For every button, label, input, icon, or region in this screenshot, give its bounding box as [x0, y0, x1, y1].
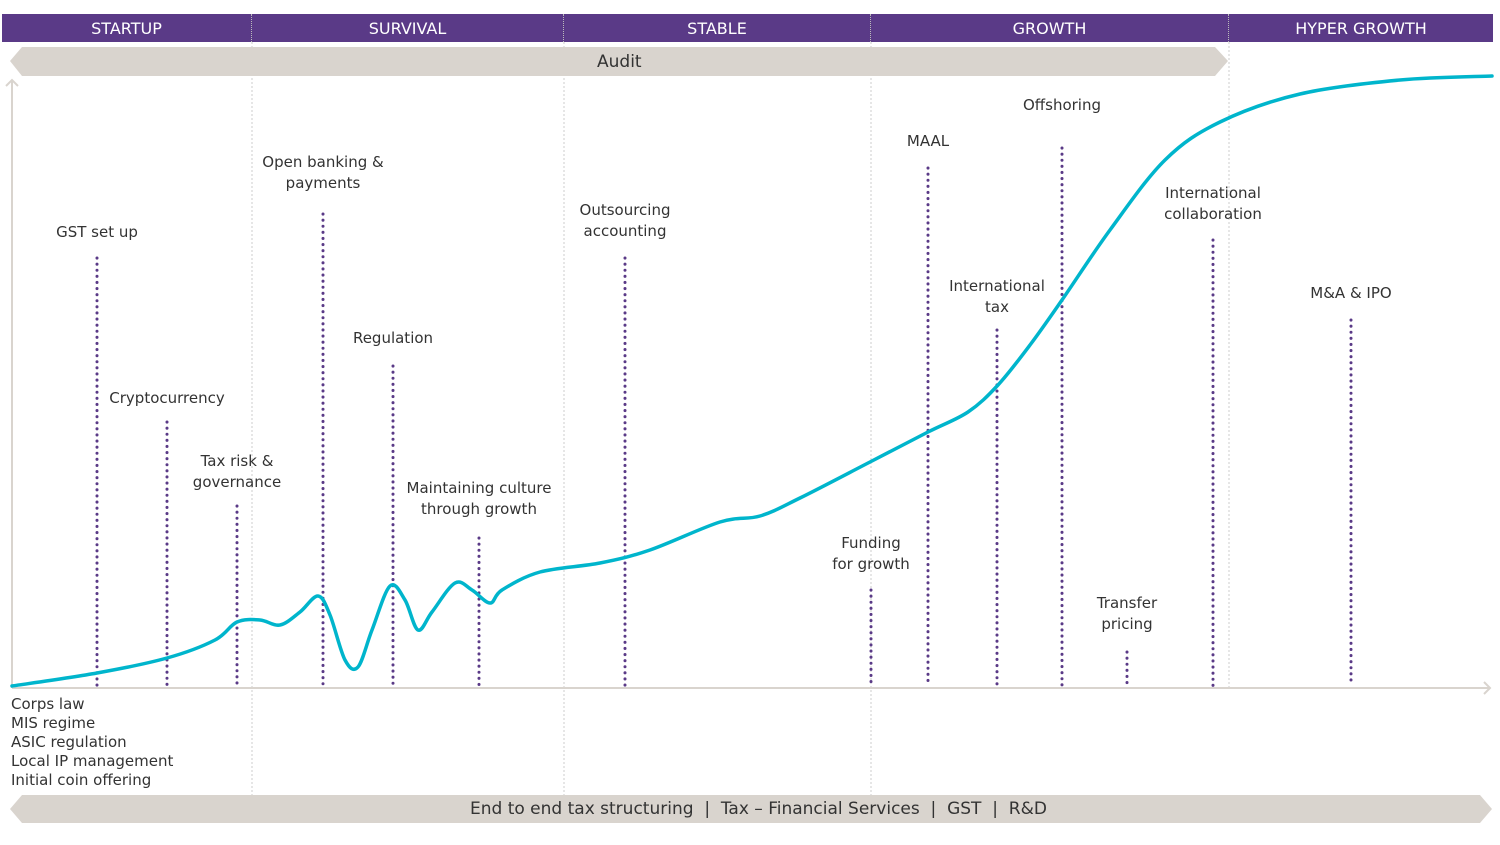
milestone-label: Open banking & payments — [262, 152, 383, 194]
phase-growth: GROWTH — [871, 14, 1229, 42]
milestone-label-line: Outsourcing — [579, 201, 671, 219]
milestone-label: M&A & IPO — [1310, 283, 1391, 304]
milestone-label: GST set up — [56, 222, 138, 243]
phase-survival: SURVIVAL — [252, 14, 564, 42]
bottom-band — [10, 795, 1492, 823]
phase-hyper-growth: HYPER GROWTH — [1295, 18, 1427, 38]
milestone-label-line: pricing — [1101, 615, 1153, 633]
milestone-label-line: Transfer — [1096, 594, 1158, 612]
milestone-label: Offshoring — [1023, 95, 1101, 116]
startup-list: Corps law MIS regime ASIC regulation Loc… — [11, 695, 173, 790]
milestone-label-line: for growth — [832, 555, 910, 573]
phase-startup: STARTUP — [2, 14, 252, 42]
milestone-label: Regulation — [353, 328, 433, 349]
milestone-label: International collaboration — [1164, 183, 1262, 225]
phase-stable: STABLE — [564, 14, 871, 42]
milestone-label-line: International — [1165, 184, 1261, 202]
milestone-label-line: Tax risk & — [200, 452, 274, 470]
milestone-label-line: Cryptocurrency — [109, 389, 225, 407]
milestone-label-line: through growth — [421, 500, 537, 518]
startup-item: MIS regime — [11, 714, 96, 732]
milestone-label-line: Funding — [841, 534, 901, 552]
milestone-label: Maintaining culture through growth — [407, 478, 552, 520]
milestone-label-line: payments — [285, 174, 361, 192]
startup-item: Local IP management — [11, 752, 174, 770]
milestone-label-line: Regulation — [352, 329, 434, 347]
milestone-label-line: Maintaining culture — [406, 479, 552, 497]
startup-item: Corps law — [11, 695, 85, 713]
bottom-band-label: End to end tax structuring | Tax – Finan… — [470, 799, 1047, 819]
growth-curve — [10, 74, 1494, 688]
milestone-label: Transfer pricing — [1097, 593, 1157, 635]
milestone-label-line: Open banking & — [262, 153, 384, 171]
phase-bar: STARTUP SURVIVAL STABLE GROWTH HYPER GRO… — [2, 14, 1493, 42]
milestone-label: MAAL — [907, 131, 949, 152]
milestone-label-line: accounting — [583, 222, 667, 240]
startup-item: ASIC regulation — [11, 733, 127, 751]
x-axis-arrow-icon — [1483, 681, 1492, 695]
milestone-label: Cryptocurrency — [109, 388, 224, 409]
startup-item: Initial coin offering — [11, 771, 152, 789]
milestone-label: International tax — [949, 276, 1045, 318]
y-axis-arrow-icon — [5, 78, 19, 87]
milestone-label-line: International — [949, 277, 1045, 295]
milestone-label-line: Offshoring — [1022, 96, 1102, 114]
milestone-label-line: GST set up — [56, 223, 138, 241]
milestone-label: Funding for growth — [832, 533, 910, 575]
audit-band — [10, 47, 1228, 76]
milestone-label-line: tax — [985, 298, 1009, 316]
milestone-label-line: governance — [192, 473, 282, 491]
milestone-label: Outsourcing accounting — [580, 200, 671, 242]
milestone-label-line: M&A & IPO — [1310, 284, 1392, 302]
milestone-label: Tax risk & governance — [193, 451, 281, 493]
milestone-label-line: collaboration — [1164, 205, 1262, 223]
audit-label: Audit — [597, 52, 642, 72]
milestone-label-line: MAAL — [906, 132, 950, 150]
